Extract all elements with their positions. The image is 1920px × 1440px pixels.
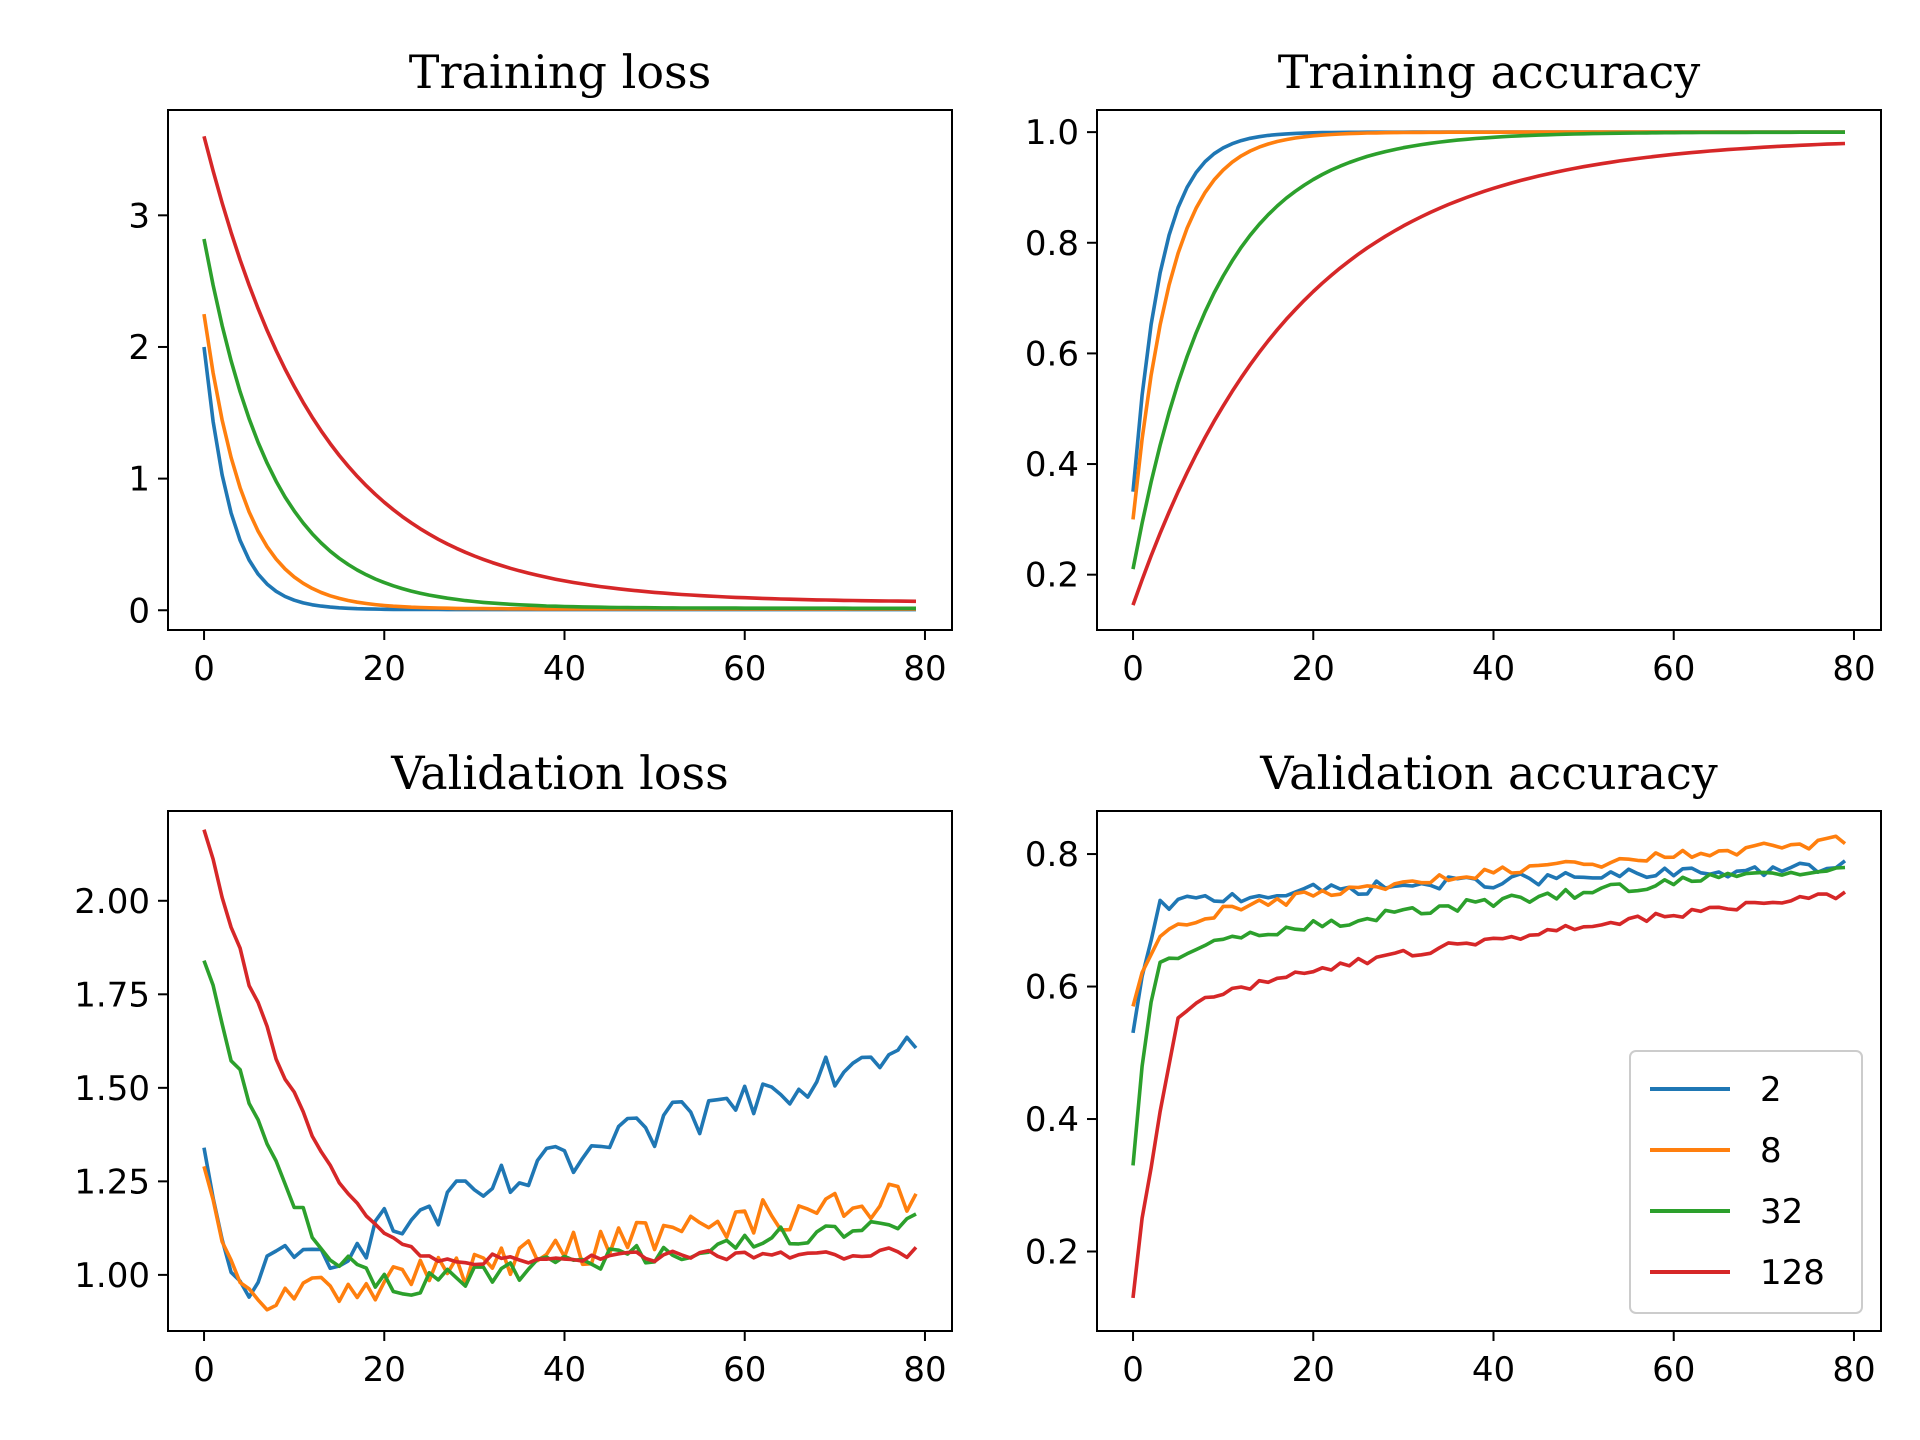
x-tick-label: 80 <box>1832 1350 1875 1390</box>
y-tick-label: 1.75 <box>74 975 150 1015</box>
plot-frame <box>167 810 953 1332</box>
x-tick-label: 60 <box>723 649 766 689</box>
chart-panel-2: Training accuracy 0 20 40 60 80 0.2 0.4 0.6 0.8 1.… <box>1025 45 1882 689</box>
x-tick-label: 20 <box>363 1350 406 1390</box>
x-tick-label: 0 <box>193 649 215 689</box>
y-tick-label: 0.4 <box>1025 445 1079 485</box>
legend: 2 8 32 128 <box>1629 1050 1863 1314</box>
y-tick-label: 0.4 <box>1025 1100 1079 1140</box>
series-line-128 <box>202 135 917 604</box>
y-tick-label: 1.50 <box>74 1069 150 1109</box>
x-tick-label: 0 <box>1122 1350 1144 1390</box>
x-tick-label: 40 <box>1472 649 1515 689</box>
series-line-8 <box>202 313 916 611</box>
series-line-128 <box>1131 890 1847 1299</box>
series-line-32 <box>1131 865 1846 1166</box>
chart-title: Validation accuracy <box>1259 746 1718 800</box>
plot-frame <box>167 109 953 631</box>
x-tick-label: 80 <box>903 649 946 689</box>
series-line-32 <box>1131 130 1845 570</box>
x-tick-label: 0 <box>1122 649 1144 689</box>
legend-box <box>1629 1050 1863 1314</box>
y-tick-label: 0.6 <box>1025 334 1079 374</box>
x-tick-label: 40 <box>543 1350 586 1390</box>
x-tick-label: 20 <box>1292 649 1335 689</box>
x-tick-label: 60 <box>1652 1350 1695 1390</box>
x-tick-label: 80 <box>1832 649 1875 689</box>
y-tick-label: 0.2 <box>1025 1233 1079 1273</box>
y-tick-label: 1 <box>128 460 150 500</box>
series-line-2 <box>1131 859 1847 1034</box>
x-tick-label: 60 <box>1652 649 1695 689</box>
y-tick-label: 1.25 <box>74 1162 150 1202</box>
series-line-32 <box>202 238 916 611</box>
y-tick-label: 0 <box>128 591 150 631</box>
legend-label-2: 2 <box>1760 1070 1782 1110</box>
y-tick-label: 0.8 <box>1025 835 1079 875</box>
x-tick-label: 80 <box>903 1350 946 1390</box>
x-tick-label: 20 <box>363 649 406 689</box>
x-tick-label: 60 <box>723 1350 766 1390</box>
series-line-128 <box>202 829 918 1267</box>
y-tick-label: 3 <box>128 196 150 236</box>
series-line-8 <box>202 1165 918 1312</box>
y-tick-label: 0.6 <box>1025 968 1079 1008</box>
y-tick-label: 0.8 <box>1025 224 1079 264</box>
chart-title: Validation loss <box>390 746 728 800</box>
chart-title: Training accuracy <box>1278 45 1701 99</box>
x-tick-label: 40 <box>543 649 586 689</box>
series-line-2 <box>202 346 916 612</box>
y-tick-label: 1.0 <box>1025 113 1079 153</box>
x-tick-label: 0 <box>193 1350 215 1390</box>
y-tick-label: 2 <box>128 328 150 368</box>
y-tick-label: 0.2 <box>1025 556 1079 596</box>
x-tick-label: 40 <box>1472 1350 1515 1390</box>
chart-panel-1: Training loss 0 20 40 60 80 0 1 2 3 <box>128 45 953 689</box>
plot-frame <box>1096 109 1882 631</box>
series-line-128 <box>1131 141 1846 606</box>
legend-label-8: 8 <box>1760 1131 1782 1171</box>
chart-panel-4: Validation accuracy 0 20 40 60 80 0.2 0.4 0.6 0.8… <box>1025 746 1882 1390</box>
plot-frame <box>1096 810 1882 1332</box>
series-line-2 <box>1131 130 1845 492</box>
series-line-8 <box>1131 834 1847 1007</box>
legend-label-128: 128 <box>1760 1253 1825 1293</box>
chart-panel-3: Validation loss 0 20 40 60 80 1.00 1.25 1.50 1.75… <box>74 746 953 1390</box>
chart-title: Training loss <box>409 45 711 99</box>
x-tick-label: 20 <box>1292 1350 1335 1390</box>
legend-label-32: 32 <box>1760 1192 1803 1232</box>
y-tick-label: 2.00 <box>74 882 150 922</box>
y-tick-label: 1.00 <box>74 1256 150 1296</box>
